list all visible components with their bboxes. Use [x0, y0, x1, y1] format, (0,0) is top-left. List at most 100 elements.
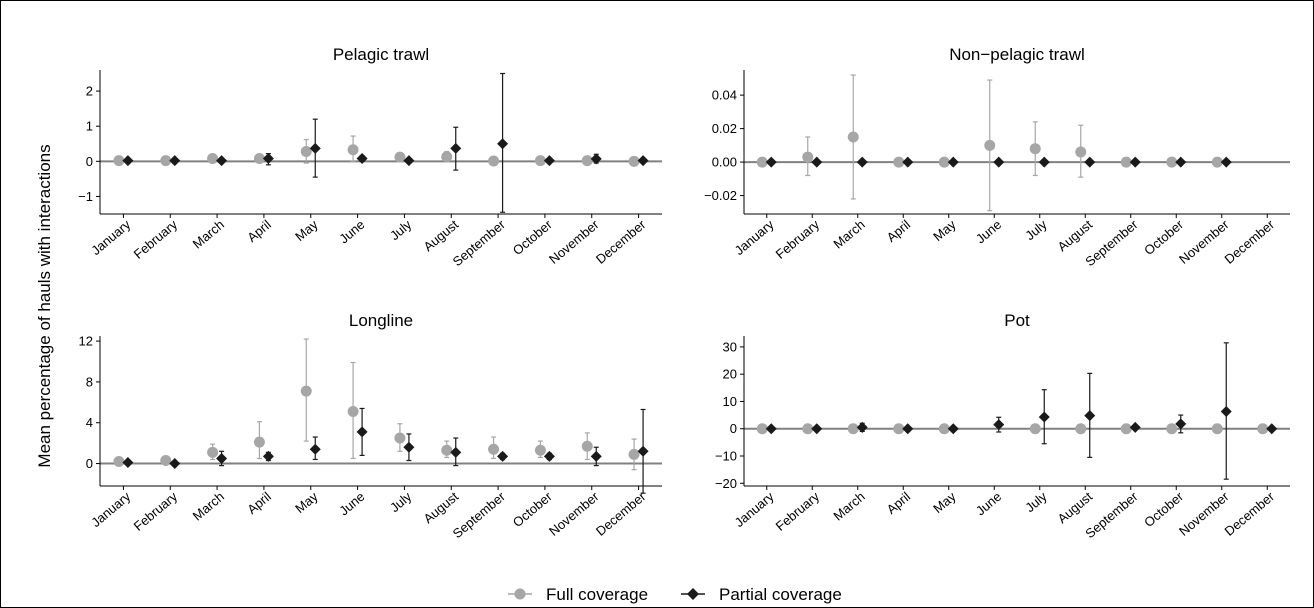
panel-2: Non−pelagic trawl −0.02 0.00 0.02 0.04 Januar…: [704, 45, 1290, 269]
full-coverage-point: [300, 145, 312, 157]
full-coverage-point: [802, 151, 814, 163]
y-tick-label: 0: [86, 154, 93, 169]
full-coverage-point: [394, 432, 406, 444]
full-coverage-point: [1029, 423, 1041, 435]
x-tick-label: January: [732, 488, 777, 530]
partial-coverage-point: [1175, 156, 1187, 168]
x-tick-label: November: [546, 216, 602, 266]
partial-coverage-point: [450, 142, 462, 154]
full-coverage-point: [441, 151, 453, 163]
x-tick-label: June: [973, 489, 1004, 519]
full-coverage-point: [893, 156, 905, 168]
full-coverage-point: [207, 153, 219, 165]
panel-title: Non−pelagic trawl: [949, 45, 1085, 64]
x-tick-label: May: [292, 488, 321, 516]
partial-coverage-point: [1084, 156, 1096, 168]
y-tick-label: 4: [86, 415, 93, 430]
y-tick-label: 0: [730, 421, 737, 436]
partial-coverage-point: [262, 450, 274, 462]
partial-coverage-point: [169, 458, 181, 470]
x-tick-label: July: [1022, 488, 1050, 515]
full-coverage-point: [160, 454, 172, 466]
partial-coverage-point: [590, 450, 602, 462]
full-coverage-point: [534, 155, 546, 167]
y-tick-label: 0: [86, 456, 93, 471]
partial-coverage-point: [356, 153, 368, 165]
full-coverage-point: [300, 385, 312, 397]
full-coverage-point: [1120, 156, 1132, 168]
x-tick-label: March: [190, 489, 227, 524]
x-tick-label: June: [973, 217, 1004, 247]
partial-coverage-point: [403, 155, 415, 167]
full-coverage-point: [628, 448, 640, 460]
partial-coverage-point: [262, 153, 274, 165]
partial-coverage-point: [216, 155, 228, 167]
full-coverage-point: [1211, 156, 1223, 168]
x-tick-label: April: [884, 489, 914, 517]
partial-coverage-point: [765, 156, 777, 168]
partial-coverage-point: [169, 155, 181, 167]
full-coverage-point: [441, 444, 453, 456]
y-axis-label: Mean percentage of hauls with interactio…: [35, 144, 54, 467]
panel-title: Pot: [1004, 311, 1030, 330]
panel-title: Pelagic trawl: [333, 45, 429, 64]
legend-full-label: Full coverage: [546, 585, 648, 604]
full-coverage-point: [938, 156, 950, 168]
x-tick-label: June: [336, 217, 367, 247]
partial-coverage-point: [543, 450, 555, 462]
partial-coverage-point: [993, 156, 1005, 168]
x-tick-label: July: [1022, 216, 1050, 243]
partial-coverage-point: [122, 457, 134, 469]
full-coverage-point: [207, 446, 219, 458]
x-tick-label: June: [336, 489, 367, 519]
full-coverage-point: [847, 423, 859, 435]
partial-coverage-point: [856, 156, 868, 168]
x-tick-label: August: [1055, 217, 1096, 255]
partial-coverage-point: [947, 423, 959, 435]
x-tick-label: January: [732, 216, 777, 258]
full-coverage-point: [488, 155, 500, 167]
full-coverage-point: [1075, 146, 1087, 158]
partial-coverage-point: [1175, 418, 1187, 430]
partial-coverage-point: [765, 423, 777, 435]
x-tick-label: December: [593, 216, 649, 266]
x-tick-label: October: [510, 488, 556, 530]
y-tick-label: 0.02: [712, 121, 737, 136]
legend-partial-label: Partial coverage: [719, 585, 842, 604]
partial-coverage-point: [811, 156, 823, 168]
partial-coverage-point: [637, 445, 649, 457]
full-coverage-point: [581, 155, 593, 167]
partial-coverage-point: [309, 443, 321, 455]
legend-full-marker: [514, 588, 526, 600]
full-coverage-point: [1075, 423, 1087, 435]
full-coverage-point: [1211, 423, 1223, 435]
x-tick-label: November: [546, 488, 602, 538]
partial-coverage-point: [450, 446, 462, 458]
partial-coverage-point: [1129, 421, 1141, 433]
partial-coverage-point: [947, 156, 959, 168]
full-coverage-point: [1120, 423, 1132, 435]
partial-coverage-point: [637, 155, 649, 167]
x-tick-label: April: [244, 489, 274, 517]
x-tick-label: May: [930, 488, 959, 516]
y-tick-label: 0.00: [712, 155, 737, 170]
partial-coverage-point: [1266, 423, 1278, 435]
full-coverage-point: [1166, 423, 1178, 435]
x-tick-label: May: [930, 216, 959, 244]
x-tick-label: September: [450, 216, 509, 269]
partial-coverage-point: [590, 153, 602, 165]
partial-coverage-point: [902, 423, 914, 435]
x-tick-label: February: [131, 216, 181, 261]
x-tick-label: January: [88, 216, 133, 258]
full-coverage-point: [1257, 423, 1269, 435]
y-tick-label: 30: [723, 339, 737, 354]
x-tick-label: March: [830, 489, 867, 524]
full-coverage-point: [253, 436, 265, 448]
partial-coverage-point: [216, 452, 228, 464]
partial-coverage-point: [1084, 410, 1096, 422]
y-tick-label: 0.04: [712, 88, 737, 103]
